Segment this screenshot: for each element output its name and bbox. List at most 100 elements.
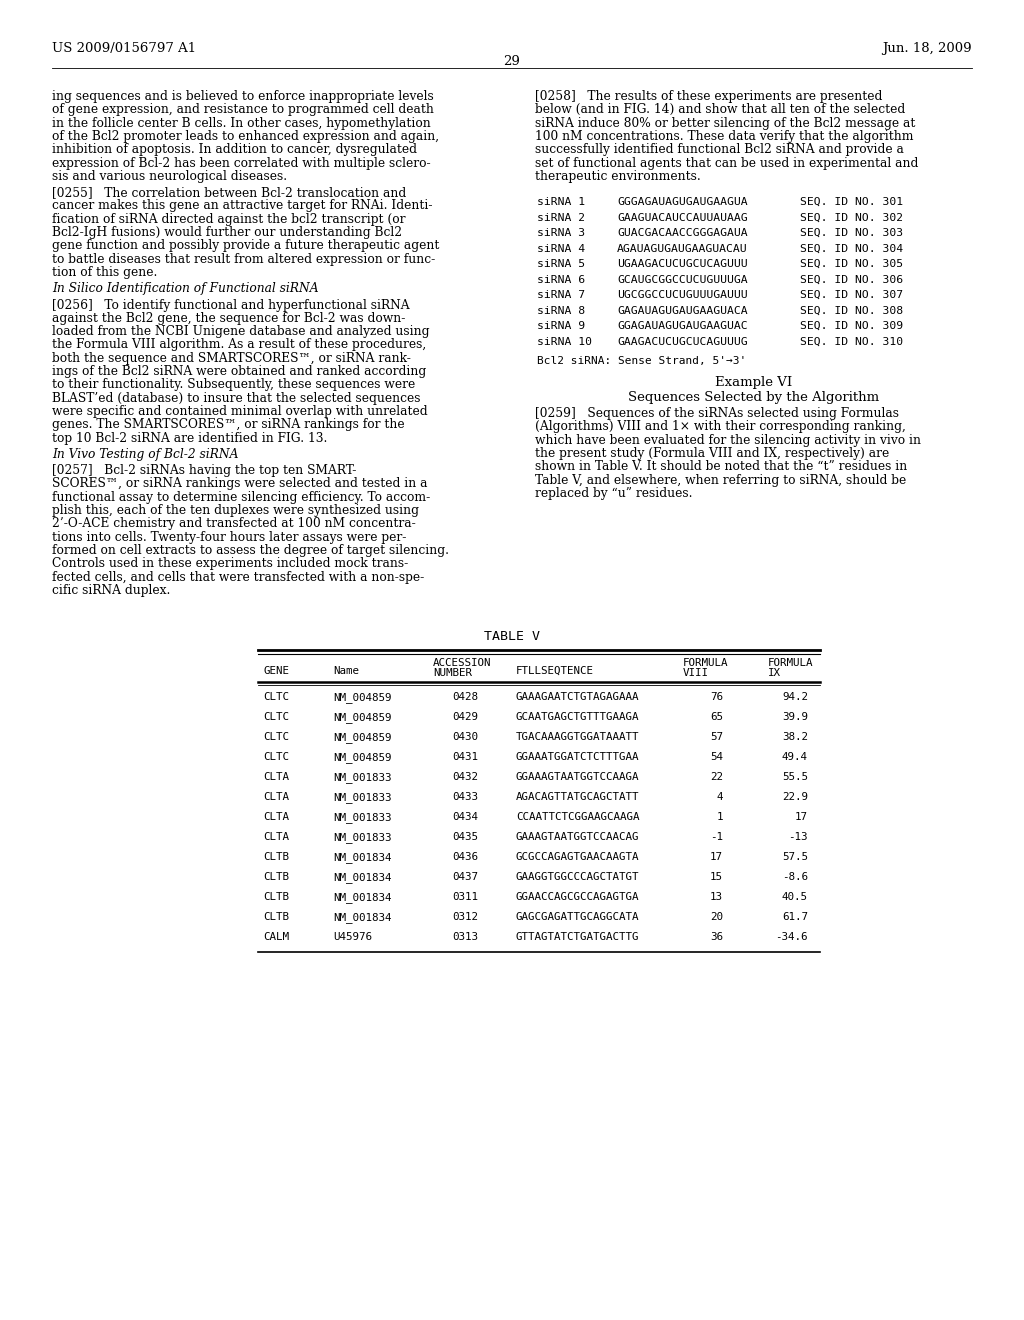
Text: 13: 13 (710, 892, 723, 902)
Text: plish this, each of the ten duplexes were synthesized using: plish this, each of the ten duplexes wer… (52, 504, 419, 517)
Text: to their functionality. Subsequently, these sequences were: to their functionality. Subsequently, th… (52, 379, 416, 391)
Text: CALM: CALM (263, 932, 289, 942)
Text: siRNA 5: siRNA 5 (537, 259, 585, 269)
Text: SCORES™, or siRNA rankings were selected and tested in a: SCORES™, or siRNA rankings were selected… (52, 478, 427, 491)
Text: siRNA 10: siRNA 10 (537, 337, 592, 347)
Text: NM_001834: NM_001834 (333, 892, 391, 903)
Text: the present study (Formula VIII and IX, respectively) are: the present study (Formula VIII and IX, … (535, 447, 889, 459)
Text: [0256]   To identify functional and hyperfunctional siRNA: [0256] To identify functional and hyperf… (52, 298, 410, 312)
Text: siRNA 2: siRNA 2 (537, 213, 585, 223)
Text: below (and in FIG. 14) and show that all ten of the selected: below (and in FIG. 14) and show that all… (535, 103, 905, 116)
Text: [0255]   The correlation between Bcl-2 translocation and: [0255] The correlation between Bcl-2 tra… (52, 186, 407, 199)
Text: CLTB: CLTB (263, 873, 289, 882)
Text: 0431: 0431 (452, 752, 478, 762)
Text: TGACAAAGGTGGATAAATT: TGACAAAGGTGGATAAATT (516, 733, 640, 742)
Text: GTTAGTATCTGATGACTTG: GTTAGTATCTGATGACTTG (516, 932, 640, 942)
Text: CLTC: CLTC (263, 711, 289, 722)
Text: 0437: 0437 (452, 873, 478, 882)
Text: SEQ. ID NO. 310: SEQ. ID NO. 310 (800, 337, 903, 347)
Text: against the Bcl2 gene, the sequence for Bcl-2 was down-: against the Bcl2 gene, the sequence for … (52, 312, 406, 325)
Text: NM_001834: NM_001834 (333, 873, 391, 883)
Text: 57: 57 (710, 733, 723, 742)
Text: 22: 22 (710, 772, 723, 781)
Text: ings of the Bcl2 siRNA were obtained and ranked according: ings of the Bcl2 siRNA were obtained and… (52, 366, 426, 378)
Text: therapeutic environments.: therapeutic environments. (535, 170, 700, 182)
Text: GGAGAUAGUGAUGAAGUAC: GGAGAUAGUGAUGAAGUAC (617, 321, 748, 331)
Text: set of functional agents that can be used in experimental and: set of functional agents that can be use… (535, 157, 919, 169)
Text: siRNA 7: siRNA 7 (537, 290, 585, 300)
Text: 1: 1 (717, 812, 723, 822)
Text: fected cells, and cells that were transfected with a non-spe-: fected cells, and cells that were transf… (52, 570, 424, 583)
Text: U45976: U45976 (333, 932, 372, 942)
Text: of the Bcl2 promoter leads to enhanced expression and again,: of the Bcl2 promoter leads to enhanced e… (52, 129, 439, 143)
Text: 0313: 0313 (452, 932, 478, 942)
Text: siRNA 4: siRNA 4 (537, 244, 585, 253)
Text: CLTC: CLTC (263, 692, 289, 702)
Text: Example VI: Example VI (715, 376, 793, 389)
Text: formed on cell extracts to assess the degree of target silencing.: formed on cell extracts to assess the de… (52, 544, 449, 557)
Text: NM_004859: NM_004859 (333, 733, 391, 743)
Text: siRNA 8: siRNA 8 (537, 306, 585, 315)
Text: 17: 17 (795, 812, 808, 822)
Text: AGAUAGUGAUGAAGUACAU: AGAUAGUGAUGAAGUACAU (617, 244, 748, 253)
Text: siRNA 9: siRNA 9 (537, 321, 585, 331)
Text: GAGAUAGUGAUGAAGUACA: GAGAUAGUGAUGAAGUACA (617, 306, 748, 315)
Text: CLTA: CLTA (263, 812, 289, 822)
Text: 0430: 0430 (452, 733, 478, 742)
Text: cancer makes this gene an attractive target for RNAi. Identi-: cancer makes this gene an attractive tar… (52, 199, 432, 213)
Text: CLTA: CLTA (263, 772, 289, 781)
Text: 0435: 0435 (452, 832, 478, 842)
Text: were specific and contained minimal overlap with unrelated: were specific and contained minimal over… (52, 405, 428, 418)
Text: both the sequence and SMARTSCORES™, or siRNA rank-: both the sequence and SMARTSCORES™, or s… (52, 351, 411, 364)
Text: -13: -13 (788, 832, 808, 842)
Text: 0433: 0433 (452, 792, 478, 803)
Text: CLTB: CLTB (263, 892, 289, 902)
Text: tion of this gene.: tion of this gene. (52, 265, 158, 279)
Text: AGACAGTTATGCAGCTATT: AGACAGTTATGCAGCTATT (516, 792, 640, 803)
Text: 76: 76 (710, 692, 723, 702)
Text: 4: 4 (717, 792, 723, 803)
Text: successfully identified functional Bcl2 siRNA and provide a: successfully identified functional Bcl2 … (535, 143, 904, 156)
Text: sis and various neurological diseases.: sis and various neurological diseases. (52, 170, 287, 182)
Text: 17: 17 (710, 853, 723, 862)
Text: CLTA: CLTA (263, 832, 289, 842)
Text: loaded from the NCBI Unigene database and analyzed using: loaded from the NCBI Unigene database an… (52, 325, 429, 338)
Text: CLTC: CLTC (263, 733, 289, 742)
Text: GAGCGAGATTGCAGGCATA: GAGCGAGATTGCAGGCATA (516, 912, 640, 923)
Text: Bcl2 siRNA: Sense Strand, 5'→3': Bcl2 siRNA: Sense Strand, 5'→3' (537, 356, 746, 366)
Text: siRNA 3: siRNA 3 (537, 228, 585, 238)
Text: 94.2: 94.2 (782, 692, 808, 702)
Text: 0311: 0311 (452, 892, 478, 902)
Text: GENE: GENE (263, 667, 289, 676)
Text: BLAST’ed (database) to insure that the selected sequences: BLAST’ed (database) to insure that the s… (52, 392, 421, 405)
Text: CCAATTCTCGGAAGCAAGA: CCAATTCTCGGAAGCAAGA (516, 812, 640, 822)
Text: tions into cells. Twenty-four hours later assays were per-: tions into cells. Twenty-four hours late… (52, 531, 407, 544)
Text: 40.5: 40.5 (782, 892, 808, 902)
Text: FORMULA: FORMULA (683, 659, 728, 668)
Text: 20: 20 (710, 912, 723, 923)
Text: 2’-O-ACE chemistry and transfected at 100 nM concentra-: 2’-O-ACE chemistry and transfected at 10… (52, 517, 416, 531)
Text: NUMBER: NUMBER (433, 668, 472, 678)
Text: Controls used in these experiments included mock trans-: Controls used in these experiments inclu… (52, 557, 409, 570)
Text: TABLE V: TABLE V (484, 630, 540, 643)
Text: 0429: 0429 (452, 711, 478, 722)
Text: replaced by “u” residues.: replaced by “u” residues. (535, 487, 692, 500)
Text: cific siRNA duplex.: cific siRNA duplex. (52, 583, 170, 597)
Text: GCAUGCGGCCUCUGUUUGA: GCAUGCGGCCUCUGUUUGA (617, 275, 748, 285)
Text: 100 nM concentrations. These data verify that the algorithm: 100 nM concentrations. These data verify… (535, 129, 913, 143)
Text: 54: 54 (710, 752, 723, 762)
Text: Sequences Selected by the Algorithm: Sequences Selected by the Algorithm (628, 391, 879, 404)
Text: SEQ. ID NO. 309: SEQ. ID NO. 309 (800, 321, 903, 331)
Text: UGAAGACUCUGCUCAGUUU: UGAAGACUCUGCUCAGUUU (617, 259, 748, 269)
Text: GAAGUACAUCCAUUAUAAG: GAAGUACAUCCAUUAUAAG (617, 213, 748, 223)
Text: GCGCCAGAGTGAACAAGTA: GCGCCAGAGTGAACAAGTA (516, 853, 640, 862)
Text: NM_001834: NM_001834 (333, 912, 391, 923)
Text: NM_004859: NM_004859 (333, 692, 391, 704)
Text: genes. The SMARTSCORES™, or siRNA rankings for the: genes. The SMARTSCORES™, or siRNA rankin… (52, 418, 404, 432)
Text: FORMULA: FORMULA (768, 659, 813, 668)
Text: of gene expression, and resistance to programmed cell death: of gene expression, and resistance to pr… (52, 103, 434, 116)
Text: [0259]   Sequences of the siRNAs selected using Formulas: [0259] Sequences of the siRNAs selected … (535, 407, 899, 420)
Text: SEQ. ID NO. 303: SEQ. ID NO. 303 (800, 228, 903, 238)
Text: GAAGACUCUGCUCAGUUUG: GAAGACUCUGCUCAGUUUG (617, 337, 748, 347)
Text: IX: IX (768, 668, 781, 678)
